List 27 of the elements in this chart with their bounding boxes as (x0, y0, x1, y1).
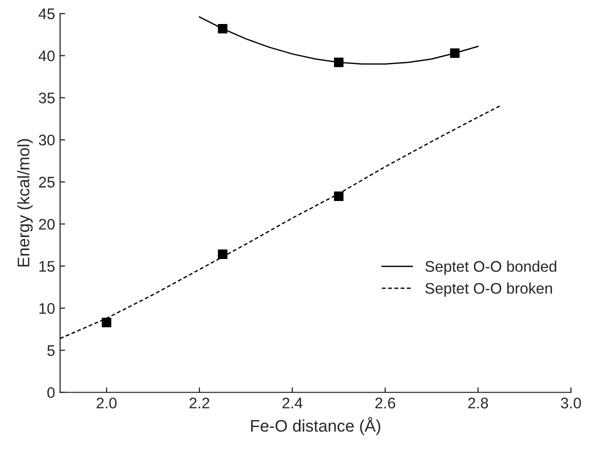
point (334, 58, 344, 68)
y-tick-label: 5 (47, 345, 55, 356)
point (218, 24, 228, 34)
y-tick-label: 10 (39, 303, 55, 314)
point (450, 48, 460, 58)
x-tick-label: 3.0 (560, 398, 581, 408)
y-tick-label: 35 (38, 92, 55, 104)
y-tick-label: 30 (38, 134, 55, 146)
point (218, 250, 228, 260)
y-tick-label: 0 (47, 387, 55, 398)
legend-label: Septet O-O bonded (425, 260, 556, 275)
x-tick-label: 2.8 (468, 398, 488, 408)
line-series (60, 104, 502, 340)
y-tick-label: 45 (38, 8, 55, 20)
x-tick-label: 2.4 (282, 398, 302, 408)
legend-label: Septet O-O broken (425, 282, 552, 297)
y-axis-title: Energy (kcal/mol) (17, 139, 33, 266)
x-tick-label: 2.6 (375, 398, 396, 408)
y-tick-label: 15 (39, 261, 55, 272)
x-tick-label: 2.0 (96, 398, 117, 408)
point (334, 191, 344, 201)
x-axis-title: Fe-O distance (Å) (251, 417, 380, 436)
y-tick-label: 40 (38, 50, 55, 62)
y-tick-label: 20 (39, 218, 55, 230)
x-tick-label: 2.2 (190, 398, 210, 408)
y-tick-label: 25 (39, 176, 55, 188)
point (102, 318, 112, 328)
